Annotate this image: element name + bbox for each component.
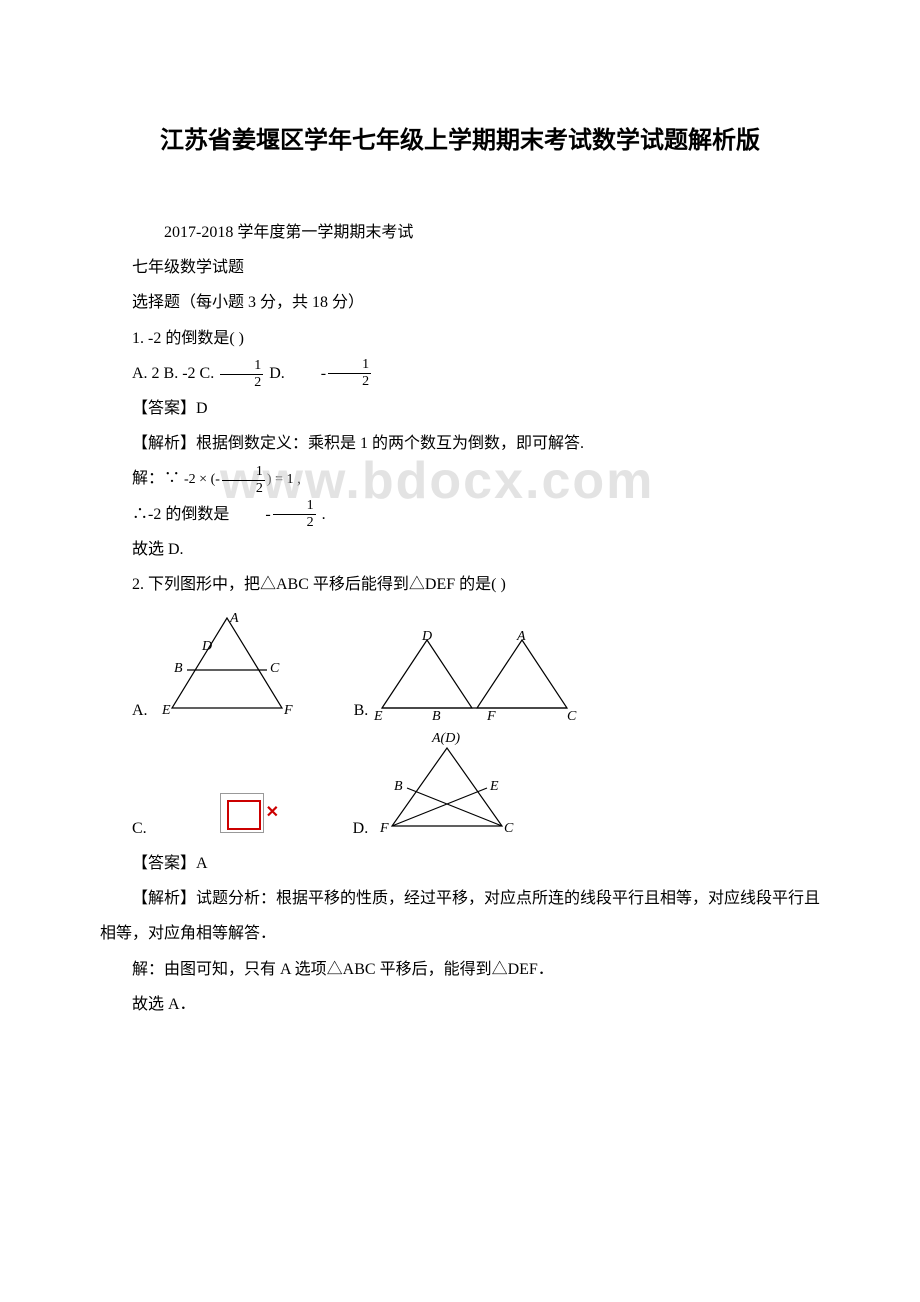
label-e: E xyxy=(373,709,383,720)
label-a: A xyxy=(229,611,239,626)
label-c: C xyxy=(270,661,280,676)
frac-num: 1 xyxy=(222,464,265,480)
label-f: F xyxy=(379,821,389,836)
q1-stem: 1. -2 的倒数是( ) xyxy=(100,321,820,356)
q1-explain: 【解析】根据倒数定义：乘积是 1 的两个数互为倒数，即可解答. xyxy=(100,426,820,461)
label-ad: A(D) xyxy=(431,731,460,746)
frac-num: 1 xyxy=(273,498,316,514)
label-e: E xyxy=(489,779,499,794)
eq-expr: -2 × (-12) = 1 xyxy=(184,472,297,487)
q2-optA-label: A. xyxy=(100,702,148,720)
neg-sign: - xyxy=(233,497,270,532)
q2-figure-a: A D B C E F xyxy=(152,610,302,720)
frac-num: 1 xyxy=(328,357,371,373)
eq-left: -2 × (- xyxy=(184,472,220,487)
q2-stem: 2. 下列图形中，把△ABC 平移后能得到△DEF 的是( ) xyxy=(100,567,820,602)
label-e: E xyxy=(161,703,171,718)
subject-line: 七年级数学试题 xyxy=(100,250,820,285)
label-d: D xyxy=(201,639,212,654)
q2-figure-d: A(D) B E F C xyxy=(372,728,522,838)
label-d: D xyxy=(421,630,432,644)
q2-options-row1: A. A D B C E F B. D A xyxy=(100,610,820,720)
q2-figure-b: D A E B F C xyxy=(372,630,582,720)
header-line: 2017-2018 学年度第一学期期末考试 xyxy=(100,215,820,250)
q1-solve-line1: 解：∵ -2 × (-12) = 1 , xyxy=(100,461,820,496)
q2-explain: 【解析】试题分析：根据平移的性质，经过平移，对应点所连的线段平行且相等，对应线段… xyxy=(100,881,820,951)
label-b: B xyxy=(174,661,183,676)
q1-frac-c: 1 2 xyxy=(220,358,263,390)
q1-solve-line2: ∴-2 的倒数是 - 1 2 . xyxy=(100,497,820,532)
q1-opts-ab: A. 2 B. -2 C. xyxy=(132,365,218,382)
broken-image-icon xyxy=(220,793,264,833)
q2-optC-label: C. xyxy=(100,820,147,838)
line2-prefix: ∴-2 的倒数是 xyxy=(132,506,233,523)
q2-optB-label: B. xyxy=(322,702,369,720)
label-c: C xyxy=(567,709,577,720)
q1-opt-d-prefix: D. xyxy=(269,365,289,382)
label-c: C xyxy=(504,821,514,836)
frac-den: 2 xyxy=(273,515,316,530)
frac-num: 1 xyxy=(220,358,263,374)
q1-options: A. 2 B. -2 C. 1 2 D. - 1 2 xyxy=(100,356,820,391)
comma: , xyxy=(297,470,301,487)
q2-answer: 【答案】A xyxy=(100,846,820,881)
eq-right: ) = 1 xyxy=(267,472,294,487)
solve-prefix: 解：∵ xyxy=(132,470,180,487)
period: . xyxy=(322,506,326,523)
label-b: B xyxy=(432,709,441,720)
label-b: B xyxy=(394,779,403,794)
q2-options-row2: C. D. A(D) B E F C xyxy=(100,728,820,838)
label-f: F xyxy=(283,703,293,718)
q1-conclude: 故选 D. xyxy=(100,532,820,567)
label-a: A xyxy=(516,630,526,644)
frac-den: 2 xyxy=(328,374,371,389)
neg-sign: - xyxy=(289,356,326,391)
frac-den: 2 xyxy=(222,481,265,496)
section-line: 选择题（每小题 3 分，共 18 分） xyxy=(100,285,820,320)
q1-frac-d: - 1 2 xyxy=(289,356,373,391)
q1-answer: 【答案】D xyxy=(100,391,820,426)
page-title: 江苏省姜堰区学年七年级上学期期末考试数学试题解析版 xyxy=(100,120,820,155)
q2-conclude: 故选 A． xyxy=(100,987,820,1022)
q2-solve: 解：由图可知，只有 A 选项△ABC 平移后，能得到△DEF． xyxy=(100,952,820,987)
q2-optD-label: D. xyxy=(321,820,369,838)
label-f: F xyxy=(486,709,496,720)
frac-den: 2 xyxy=(220,375,263,390)
